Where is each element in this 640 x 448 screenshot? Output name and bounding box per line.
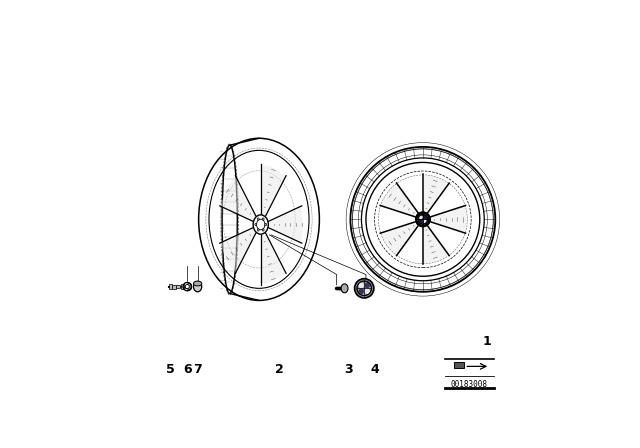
Ellipse shape xyxy=(416,212,430,226)
Ellipse shape xyxy=(193,281,202,292)
Text: 3: 3 xyxy=(344,363,353,376)
Polygon shape xyxy=(260,165,285,216)
Text: 5: 5 xyxy=(166,363,175,376)
Ellipse shape xyxy=(358,283,364,288)
Ellipse shape xyxy=(262,229,264,231)
Text: 7: 7 xyxy=(193,363,202,376)
Ellipse shape xyxy=(253,215,268,234)
Polygon shape xyxy=(454,362,464,368)
Polygon shape xyxy=(221,228,256,272)
Ellipse shape xyxy=(355,279,374,298)
Ellipse shape xyxy=(358,289,364,294)
Text: 1: 1 xyxy=(483,335,491,348)
Bar xyxy=(168,284,172,289)
Ellipse shape xyxy=(255,224,257,226)
Polygon shape xyxy=(423,225,449,263)
Ellipse shape xyxy=(341,284,348,293)
Text: 2: 2 xyxy=(275,363,284,376)
Ellipse shape xyxy=(257,229,259,231)
Ellipse shape xyxy=(357,281,371,296)
Polygon shape xyxy=(260,233,285,284)
Bar xyxy=(185,285,189,289)
Ellipse shape xyxy=(423,220,427,223)
Ellipse shape xyxy=(419,220,422,223)
Ellipse shape xyxy=(187,283,192,290)
Ellipse shape xyxy=(185,284,189,289)
Text: 4: 4 xyxy=(370,363,379,376)
Polygon shape xyxy=(381,184,419,217)
Polygon shape xyxy=(430,206,467,233)
Ellipse shape xyxy=(257,218,259,220)
Polygon shape xyxy=(269,206,303,243)
Text: 00183008: 00183008 xyxy=(451,380,488,389)
Ellipse shape xyxy=(265,224,267,226)
Ellipse shape xyxy=(193,281,202,286)
Bar xyxy=(176,285,180,289)
Polygon shape xyxy=(423,176,449,213)
Ellipse shape xyxy=(364,283,370,288)
Ellipse shape xyxy=(423,215,427,219)
Text: 6: 6 xyxy=(183,363,192,376)
Bar xyxy=(172,284,175,289)
Polygon shape xyxy=(381,222,419,255)
Polygon shape xyxy=(221,177,256,221)
Ellipse shape xyxy=(419,215,422,219)
Ellipse shape xyxy=(262,218,264,220)
Bar xyxy=(180,284,184,289)
Ellipse shape xyxy=(364,289,370,294)
